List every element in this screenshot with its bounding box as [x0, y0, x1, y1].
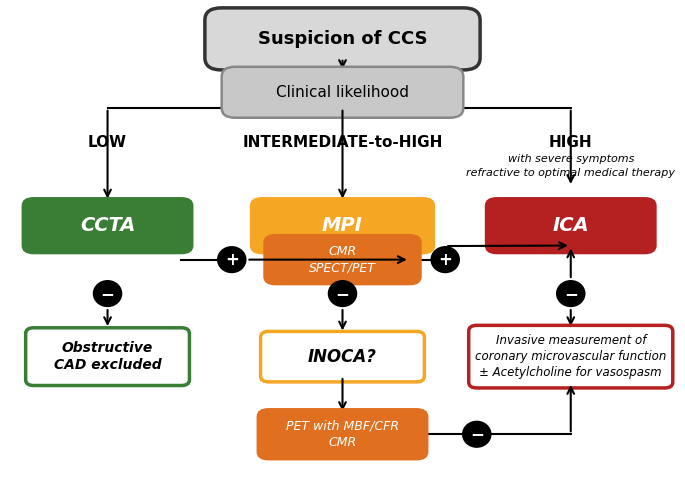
- Text: ICA: ICA: [552, 216, 589, 235]
- Text: +: +: [438, 250, 452, 269]
- FancyBboxPatch shape: [222, 67, 463, 118]
- Ellipse shape: [327, 280, 358, 307]
- Text: Suspicion of CCS: Suspicion of CCS: [258, 30, 427, 48]
- Text: Obstructive
CAD excluded: Obstructive CAD excluded: [53, 341, 162, 372]
- Text: MPI: MPI: [322, 216, 363, 235]
- Text: INTERMEDIATE-to-HIGH: INTERMEDIATE-to-HIGH: [242, 135, 443, 149]
- Text: INOCA?: INOCA?: [308, 347, 377, 366]
- Text: −: −: [101, 285, 114, 302]
- Text: PET with MBF/CFR
CMR: PET with MBF/CFR CMR: [286, 420, 399, 449]
- Text: −: −: [336, 285, 349, 302]
- FancyBboxPatch shape: [485, 197, 657, 254]
- Ellipse shape: [430, 246, 460, 273]
- Ellipse shape: [556, 280, 586, 307]
- FancyBboxPatch shape: [257, 408, 428, 460]
- FancyBboxPatch shape: [469, 325, 673, 388]
- Text: Clinical likelihood: Clinical likelihood: [276, 85, 409, 100]
- Text: −: −: [564, 285, 577, 302]
- Text: HIGH: HIGH: [549, 135, 593, 149]
- Text: CMR
SPECT/PET: CMR SPECT/PET: [309, 245, 376, 274]
- FancyBboxPatch shape: [25, 328, 190, 386]
- Text: LOW: LOW: [88, 135, 127, 149]
- FancyBboxPatch shape: [22, 197, 193, 254]
- FancyBboxPatch shape: [263, 234, 422, 285]
- Text: −: −: [470, 425, 484, 443]
- Ellipse shape: [462, 421, 492, 448]
- Ellipse shape: [92, 280, 123, 307]
- Ellipse shape: [217, 246, 247, 273]
- Text: CCTA: CCTA: [80, 216, 135, 235]
- FancyBboxPatch shape: [250, 197, 435, 254]
- Text: Invasive measurement of
coronary microvascular function
± Acetylcholine for vaso: Invasive measurement of coronary microva…: [475, 334, 667, 379]
- FancyBboxPatch shape: [205, 8, 480, 70]
- Text: with severe symptoms
refractive to optimal medical therapy: with severe symptoms refractive to optim…: [466, 154, 675, 178]
- FancyBboxPatch shape: [260, 332, 425, 382]
- Text: +: +: [225, 250, 238, 269]
